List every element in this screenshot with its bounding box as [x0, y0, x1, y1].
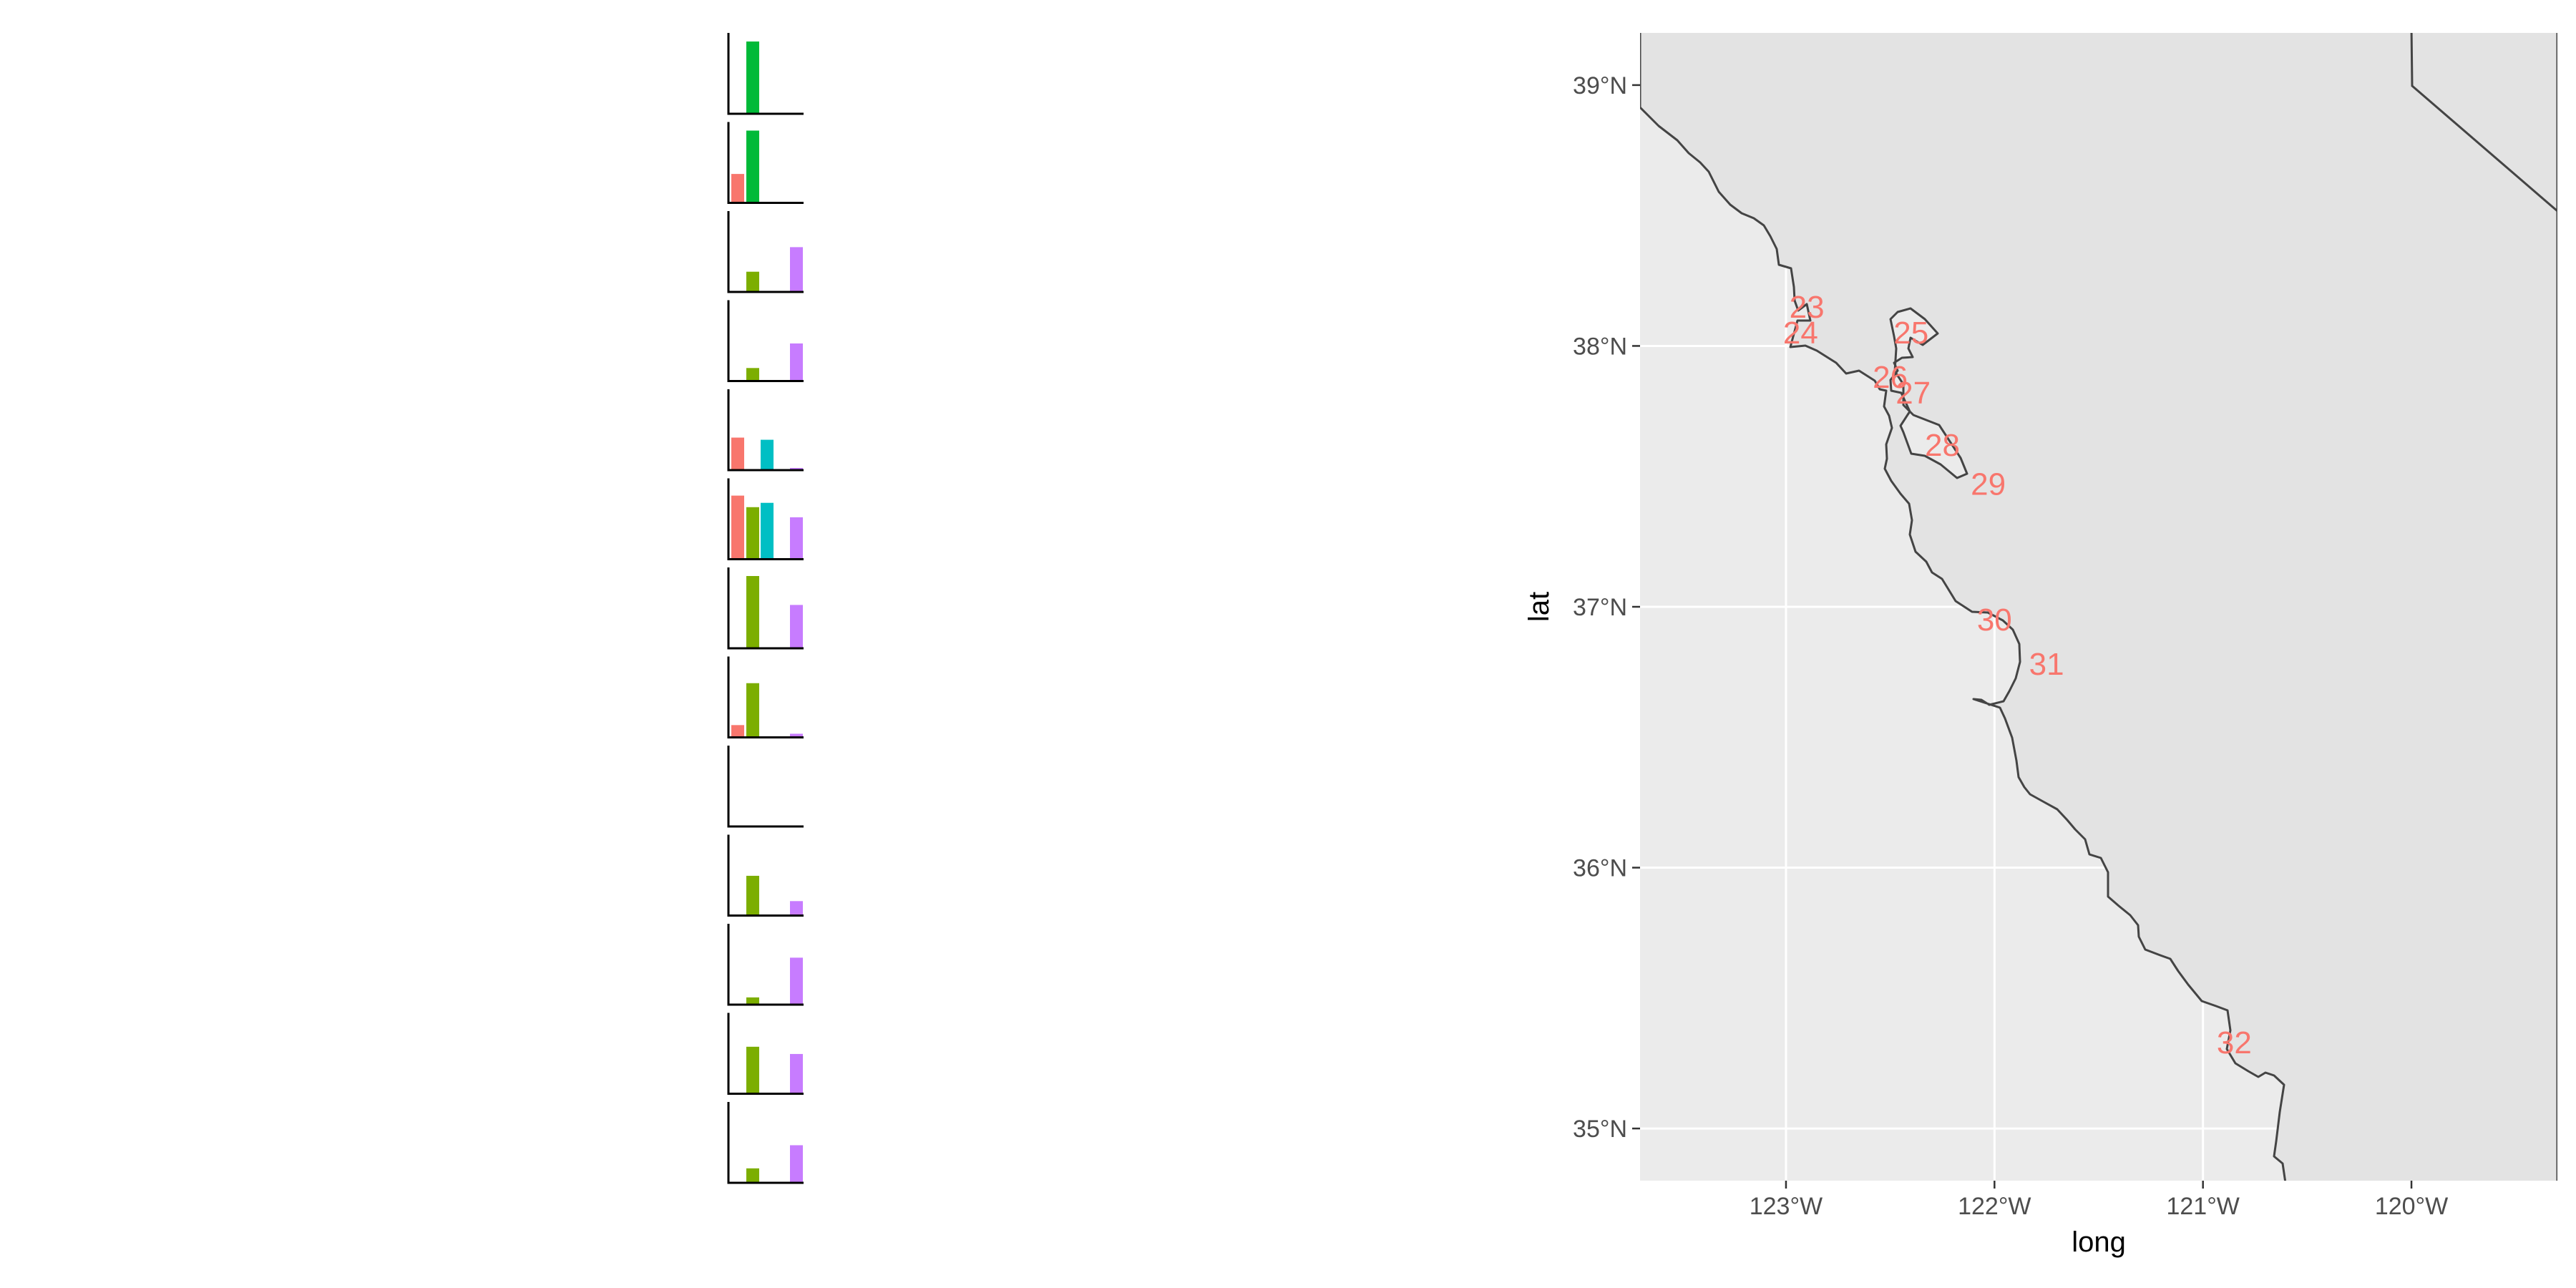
mini-bar: [746, 507, 759, 560]
state-border: [2410, 33, 2557, 213]
site-label: 28: [1925, 428, 1960, 463]
mini-bar: [746, 368, 759, 381]
mini-bar: [790, 957, 803, 1005]
mini-bar: [790, 1145, 803, 1183]
mini-bar: [746, 271, 759, 292]
site-label: 25: [1893, 316, 1928, 351]
x-tick-label: 121°W: [2166, 1193, 2239, 1220]
x-tick-label: 122°W: [1958, 1193, 2031, 1220]
mini-chart-panel: [727, 478, 804, 560]
y-tick-label: 38°N: [1573, 333, 1627, 360]
mini-bar: [746, 875, 759, 916]
mini-chart-panel: [727, 834, 804, 917]
mini-chart-panel: [727, 389, 804, 472]
mini-bar: [746, 576, 759, 648]
y-axis-title: lat: [1523, 592, 1555, 622]
mini-chart-panel: [727, 33, 804, 115]
x-axis-title: long: [2072, 1226, 2126, 1258]
mini-chart-panel: [727, 1102, 804, 1184]
bay-outline: [1889, 307, 1968, 479]
map-panel: 123°W 122°W 121°W 120°W 35°N 36°N 37°N 38°N 39°N…: [1523, 33, 2557, 1258]
mini-bar: [746, 997, 759, 1005]
x-tick-label: 123°W: [1750, 1193, 1823, 1220]
mini-bar: [790, 343, 803, 381]
mini-chart-panel: [727, 746, 804, 828]
mini-bar: [731, 495, 744, 560]
mini-bar: [790, 467, 803, 470]
mini-bar: [746, 1046, 759, 1094]
mini-chart-panel: [727, 1013, 804, 1095]
mini-bar: [790, 901, 803, 916]
y-tick-label: 37°N: [1573, 594, 1627, 621]
mini-chart-panel: [727, 122, 804, 204]
land-polygon: [1640, 33, 2557, 1181]
site-label: 27: [1896, 376, 1931, 411]
mini-bar: [790, 517, 803, 560]
mini-chart-panel: [727, 567, 804, 650]
mini-bar: [731, 725, 744, 738]
map-axes: 123°W 122°W 121°W 120°W 35°N 36°N 37°N 38°N 39°N: [1573, 72, 2448, 1220]
site-label: 26: [1873, 360, 1908, 395]
mini-bar: [746, 42, 759, 114]
mini-chart-panel: [727, 300, 804, 382]
y-tick-label: 36°N: [1573, 855, 1627, 882]
mini-bar-charts: [727, 33, 804, 1184]
x-tick-label: 120°W: [2375, 1193, 2448, 1220]
y-tick-label: 39°N: [1573, 72, 1627, 99]
site-label: 30: [1977, 602, 2012, 638]
mini-bar: [746, 683, 759, 738]
mini-chart-panel: [727, 211, 804, 293]
mini-bar: [731, 437, 744, 470]
site-label: 23: [1790, 290, 1825, 325]
y-tick-label: 35°N: [1573, 1116, 1627, 1143]
mini-bar: [761, 439, 774, 470]
mini-chart-panel: [727, 924, 804, 1006]
mini-bar: [790, 605, 803, 648]
mini-bar: [746, 130, 759, 203]
site-label: 31: [2029, 647, 2064, 682]
site-label: 29: [1971, 467, 2006, 502]
site-label: 32: [2217, 1025, 2252, 1060]
mini-bar: [790, 1053, 803, 1094]
mini-chart-panel: [727, 656, 804, 738]
mini-bar: [746, 1168, 759, 1183]
mini-bar: [790, 733, 803, 738]
mini-bar: [761, 502, 774, 560]
mini-bar: [731, 174, 744, 203]
mini-bar: [790, 247, 803, 292]
site-label: 24: [1783, 316, 1818, 351]
